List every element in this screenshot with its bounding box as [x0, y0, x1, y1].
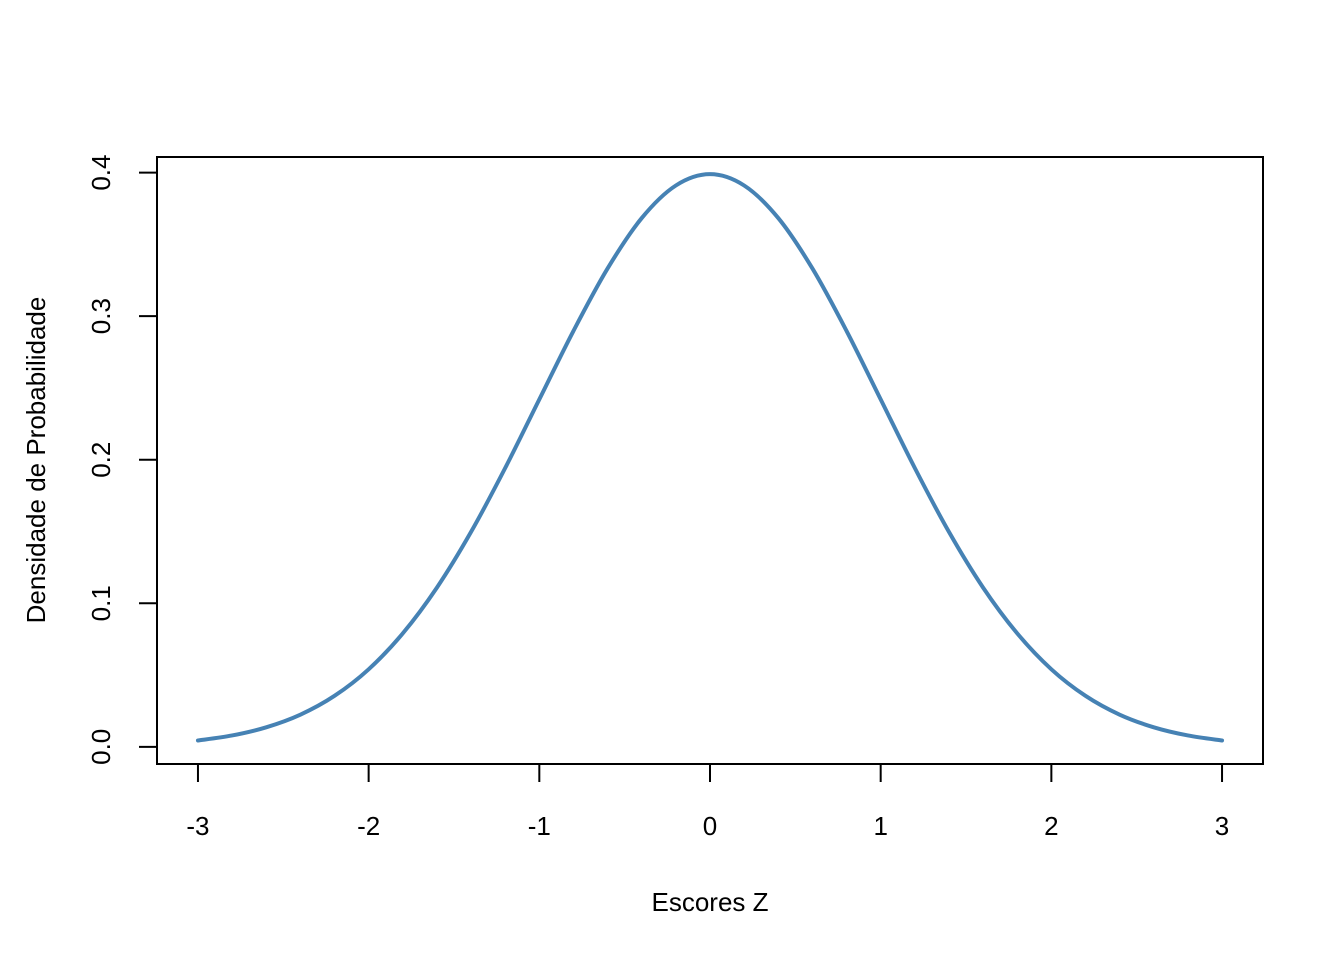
y-axis-label: Densidade de Probabilidade [21, 297, 51, 624]
plot-frame [156, 156, 1264, 765]
x-axis: -3 -2 -1 0 1 2 3 [186, 763, 1229, 841]
x-tick-label: 1 [873, 811, 887, 841]
density-curve [195, 172, 1225, 743]
x-tick-label: -2 [357, 811, 380, 841]
x-tick-label: -3 [186, 811, 209, 841]
y-axis: 0.0 0.1 0.2 0.3 0.4 [86, 154, 158, 765]
x-tick-label: -1 [528, 811, 551, 841]
y-tick-label: 0.1 [86, 585, 116, 621]
y-tick-label: 0.4 [86, 154, 116, 190]
x-tick-label: 2 [1044, 811, 1058, 841]
y-tick-label: 0.3 [86, 298, 116, 334]
x-axis-label: Escores Z [651, 887, 768, 917]
series-layer [195, 172, 1225, 743]
x-tick-label: 0 [703, 811, 717, 841]
y-tick-label: 0.2 [86, 442, 116, 478]
x-tick-label: 3 [1215, 811, 1229, 841]
y-tick-label: 0.0 [86, 729, 116, 765]
